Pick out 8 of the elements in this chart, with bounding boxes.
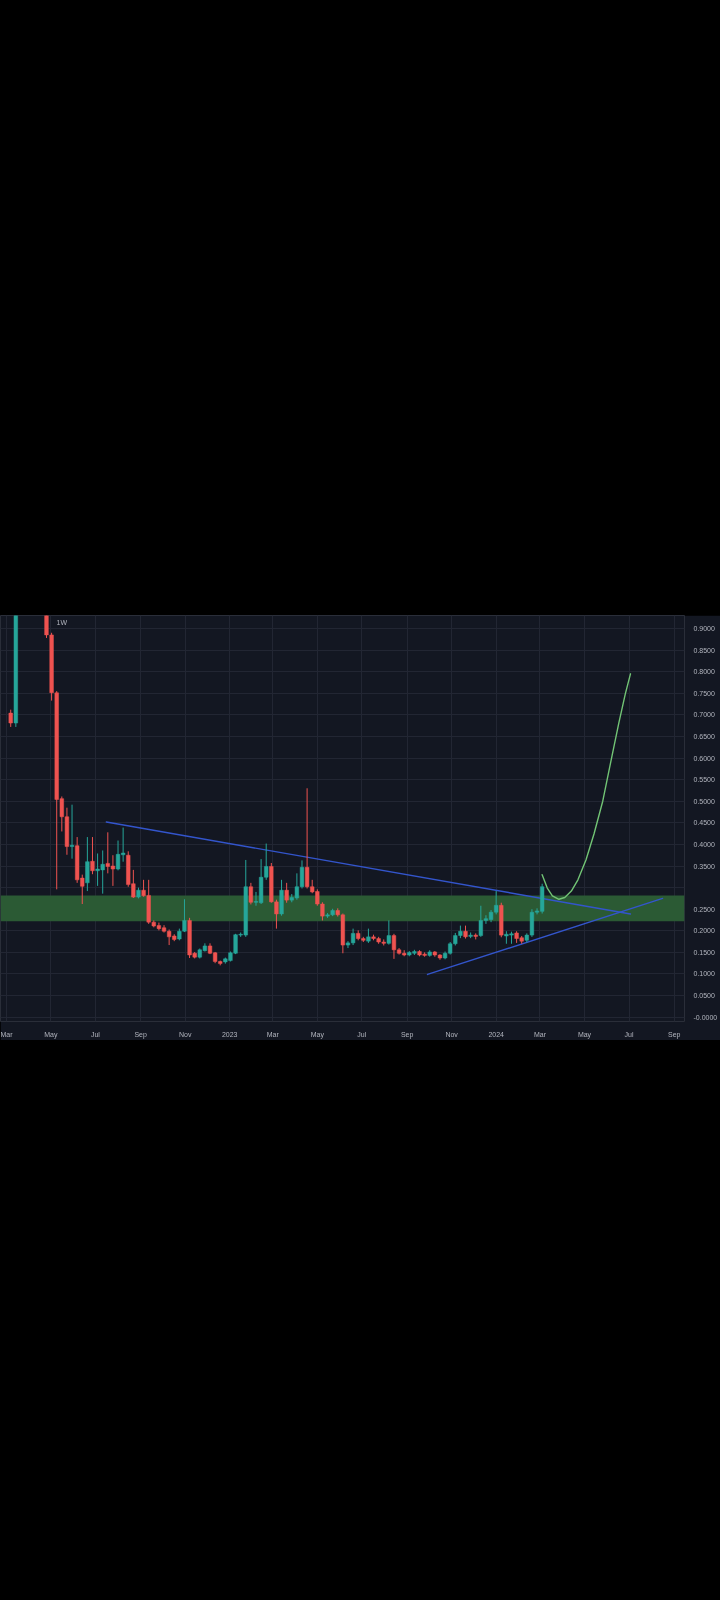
- candlestick: [248, 882, 253, 905]
- candlestick: [386, 919, 391, 946]
- candlestick: [279, 879, 284, 917]
- line-series: [541, 673, 632, 900]
- candlestick: [69, 804, 75, 860]
- candlestick: [85, 836, 90, 892]
- candlestick: [284, 882, 289, 904]
- candlestick: [90, 836, 95, 875]
